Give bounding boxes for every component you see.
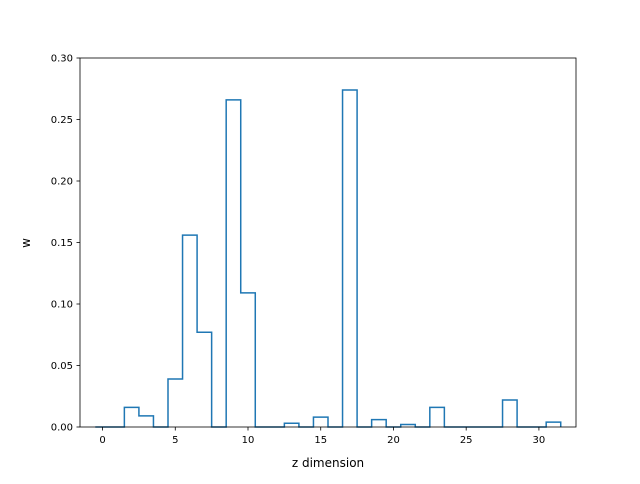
y-tick-label: 0.25 — [51, 115, 73, 126]
axes: 0 5 10 15 20 25 30 0.00 0.05 0.10 0.15 0.20 0.25 0.30 — [51, 54, 577, 446]
y-tick-label: 0.10 — [51, 300, 73, 311]
x-tick-label: 30 — [533, 435, 546, 446]
x-tick-label: 15 — [314, 435, 327, 446]
y-axis-label: w — [19, 238, 33, 248]
y-tick-label: 0.00 — [51, 423, 73, 434]
y-tick-label: 0.15 — [51, 238, 73, 249]
x-tick-label: 10 — [242, 435, 255, 446]
x-tick-label: 25 — [460, 435, 473, 446]
y-tick-label: 0.30 — [51, 54, 73, 65]
x-tick-label: 0 — [99, 435, 105, 446]
y-tick-label: 0.05 — [51, 361, 73, 372]
y-tick-label: 0.20 — [51, 177, 73, 188]
x-axis-label: z dimension — [292, 456, 364, 470]
x-tick-label: 5 — [172, 435, 178, 446]
x-tick-label: 20 — [387, 435, 400, 446]
